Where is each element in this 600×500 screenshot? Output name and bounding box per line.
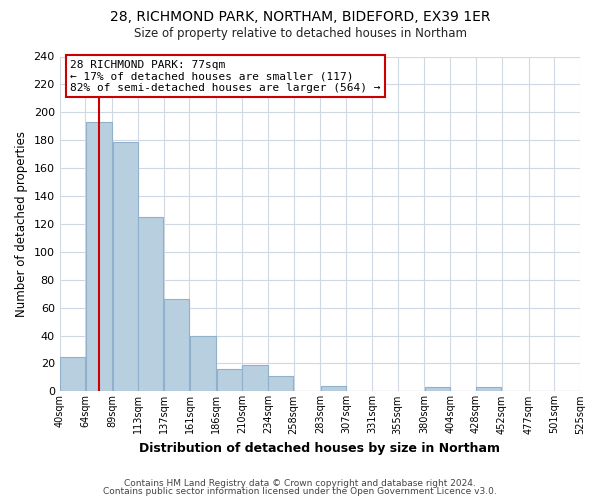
Text: 28 RICHMOND PARK: 77sqm
← 17% of detached houses are smaller (117)
82% of semi-d: 28 RICHMOND PARK: 77sqm ← 17% of detache… — [70, 60, 380, 93]
Bar — [113, 142, 138, 392]
Text: Contains public sector information licensed under the Open Government Licence v3: Contains public sector information licen… — [103, 487, 497, 496]
Text: Size of property relative to detached houses in Northam: Size of property relative to detached ho… — [133, 28, 467, 40]
Text: 28, RICHMOND PARK, NORTHAM, BIDEFORD, EX39 1ER: 28, RICHMOND PARK, NORTHAM, BIDEFORD, EX… — [110, 10, 490, 24]
Bar — [320, 386, 346, 392]
Bar — [476, 387, 502, 392]
Bar — [242, 365, 268, 392]
Bar — [217, 369, 242, 392]
Bar — [190, 336, 216, 392]
Bar — [268, 376, 293, 392]
Bar — [86, 122, 112, 392]
Text: Contains HM Land Registry data © Crown copyright and database right 2024.: Contains HM Land Registry data © Crown c… — [124, 478, 476, 488]
Bar — [60, 356, 85, 392]
Bar — [164, 300, 189, 392]
Bar — [425, 387, 450, 392]
Bar — [138, 217, 163, 392]
Y-axis label: Number of detached properties: Number of detached properties — [15, 131, 28, 317]
X-axis label: Distribution of detached houses by size in Northam: Distribution of detached houses by size … — [139, 442, 500, 455]
